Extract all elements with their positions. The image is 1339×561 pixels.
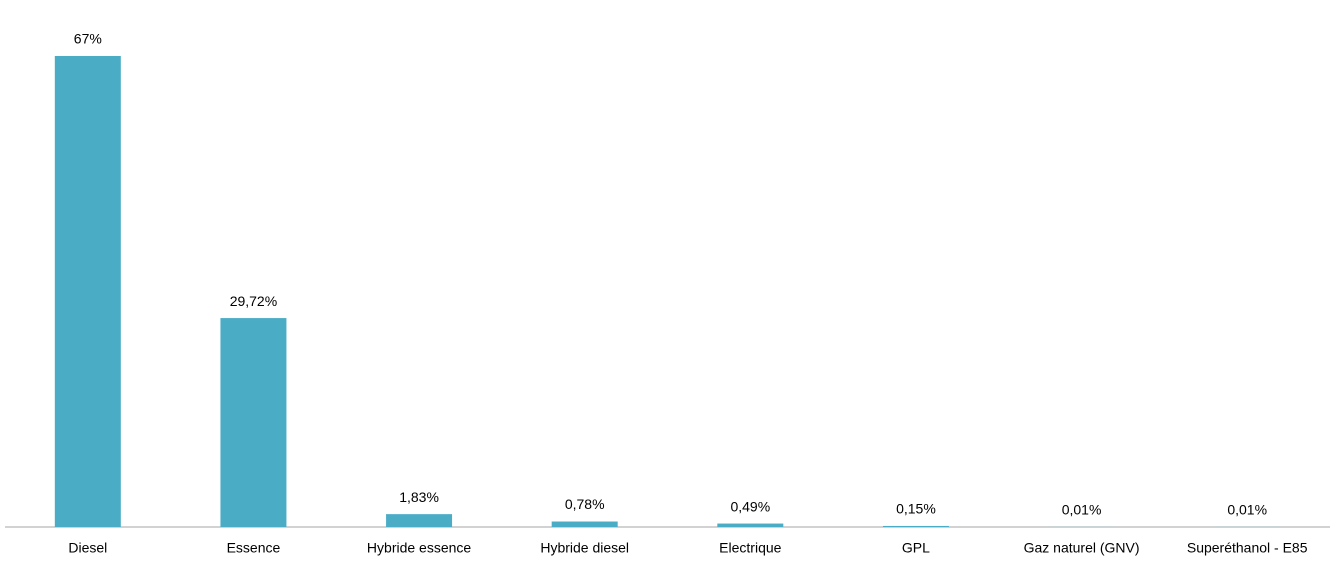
- value-label: 29,72%: [230, 293, 277, 309]
- x-tick-label: Hybride essence: [367, 540, 471, 556]
- x-tick-label: Hybride diesel: [540, 540, 629, 556]
- x-tick-label: Superéthanol - E85: [1187, 540, 1308, 556]
- value-label: 0,49%: [730, 498, 770, 514]
- value-label: 0,01%: [1062, 502, 1102, 518]
- x-tick-label: Electrique: [719, 540, 781, 556]
- value-label: 0,01%: [1227, 502, 1267, 518]
- bar: [220, 318, 287, 527]
- bar: [551, 521, 618, 527]
- value-label: 1,83%: [399, 489, 439, 505]
- bar: [386, 514, 453, 527]
- value-label: 67%: [74, 31, 102, 47]
- bar: [882, 525, 949, 527]
- value-label: 0,78%: [565, 496, 605, 512]
- x-tick-label: Gaz naturel (GNV): [1024, 540, 1140, 556]
- bar: [717, 523, 784, 527]
- value-label: 0,15%: [896, 501, 936, 517]
- x-tick-label: GPL: [902, 540, 930, 556]
- x-tick-label: Essence: [227, 540, 281, 556]
- bar: [54, 56, 121, 527]
- x-tick-label: Diesel: [68, 540, 107, 556]
